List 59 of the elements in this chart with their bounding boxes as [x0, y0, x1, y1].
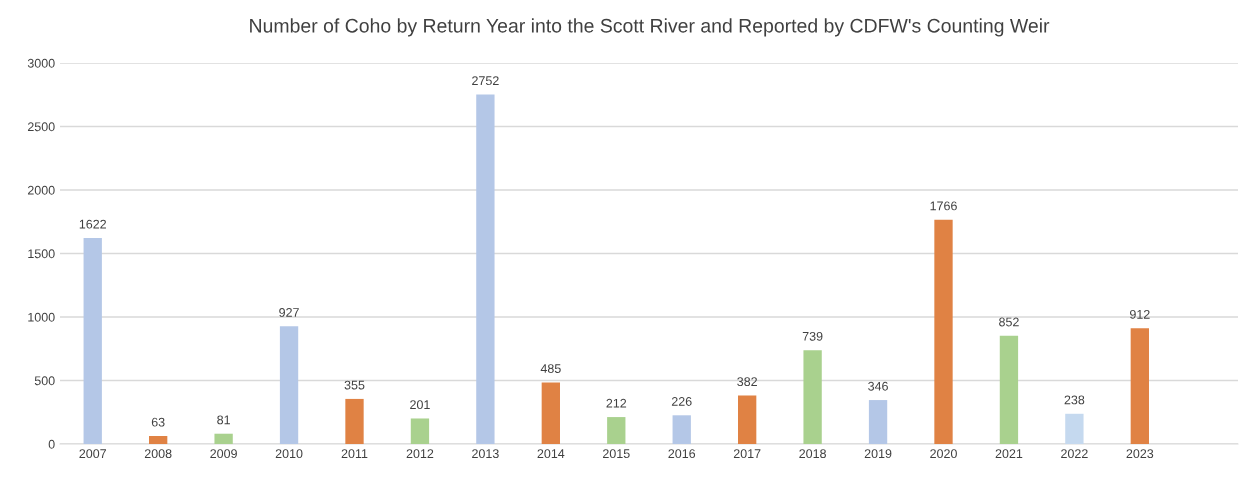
- data-label: 238: [1064, 395, 1085, 405]
- x-tick-label: 2019: [864, 449, 892, 459]
- x-tick-label: 2008: [144, 449, 172, 459]
- bar: [476, 94, 495, 444]
- x-tick-label: 2023: [1126, 449, 1154, 459]
- x-tick-label: 2015: [603, 449, 630, 459]
- x-tick-label: 2020: [930, 449, 957, 459]
- data-label: 852: [999, 317, 1019, 327]
- x-tick-label: 2018: [799, 449, 826, 459]
- data-label: 912: [1129, 309, 1150, 319]
- data-label: 355: [344, 380, 365, 390]
- x-tick-label: 2013: [472, 449, 499, 459]
- x-tick-label: 2010: [275, 449, 303, 459]
- y-tick-label: 0: [48, 439, 55, 449]
- data-label: 226: [671, 397, 692, 406]
- data-label: 346: [868, 381, 888, 391]
- bar: [1130, 328, 1149, 444]
- y-tick-label: 2000: [27, 185, 55, 195]
- y-tick-label: 1500: [28, 249, 55, 259]
- bar: [279, 326, 299, 444]
- x-tick-label: 2017: [733, 449, 761, 459]
- data-label: 63: [151, 417, 165, 427]
- bar: [541, 382, 560, 444]
- x-tick-label: 2022: [1061, 449, 1088, 459]
- data-label: 382: [737, 377, 757, 387]
- bar: [803, 350, 822, 444]
- y-tick-label: 3000: [27, 58, 55, 68]
- x-tick-label: 2009: [210, 449, 237, 459]
- bar: [672, 415, 691, 444]
- bar: [149, 436, 168, 444]
- bar: [1065, 413, 1084, 444]
- bar: [607, 417, 626, 444]
- data-label: 739: [802, 331, 823, 341]
- x-tick-label: 2014: [537, 449, 565, 459]
- x-tick-label: 2021: [995, 449, 1023, 459]
- bar: [214, 433, 233, 444]
- data-label: 212: [606, 398, 627, 408]
- data-label: 201: [410, 400, 430, 410]
- y-tick-label: 500: [34, 376, 55, 386]
- data-label: 1766: [930, 201, 957, 211]
- data-label: 81: [217, 415, 230, 425]
- data-label: 485: [540, 364, 561, 373]
- data-label: 927: [279, 308, 299, 317]
- y-tick-label: 2500: [27, 122, 55, 132]
- bar: [934, 219, 953, 444]
- bar: [83, 238, 102, 444]
- x-tick-label: 2011: [341, 449, 368, 459]
- x-tick-label: 2012: [406, 449, 434, 459]
- data-label: 1622: [79, 219, 106, 229]
- bar: [738, 395, 757, 444]
- bar: [345, 398, 364, 444]
- bar: [999, 335, 1019, 444]
- bar: [410, 418, 430, 444]
- x-tick-label: 2016: [668, 449, 696, 459]
- data-label: 2752: [472, 76, 499, 86]
- x-tick-label: 2007: [79, 449, 106, 459]
- chart-title: Number of Coho by Return Year into the Scott River and Reported by CDFW's Counting Weir: [250, 18, 1050, 37]
- y-tick-label: 1000: [28, 312, 55, 322]
- bar: [868, 400, 888, 444]
